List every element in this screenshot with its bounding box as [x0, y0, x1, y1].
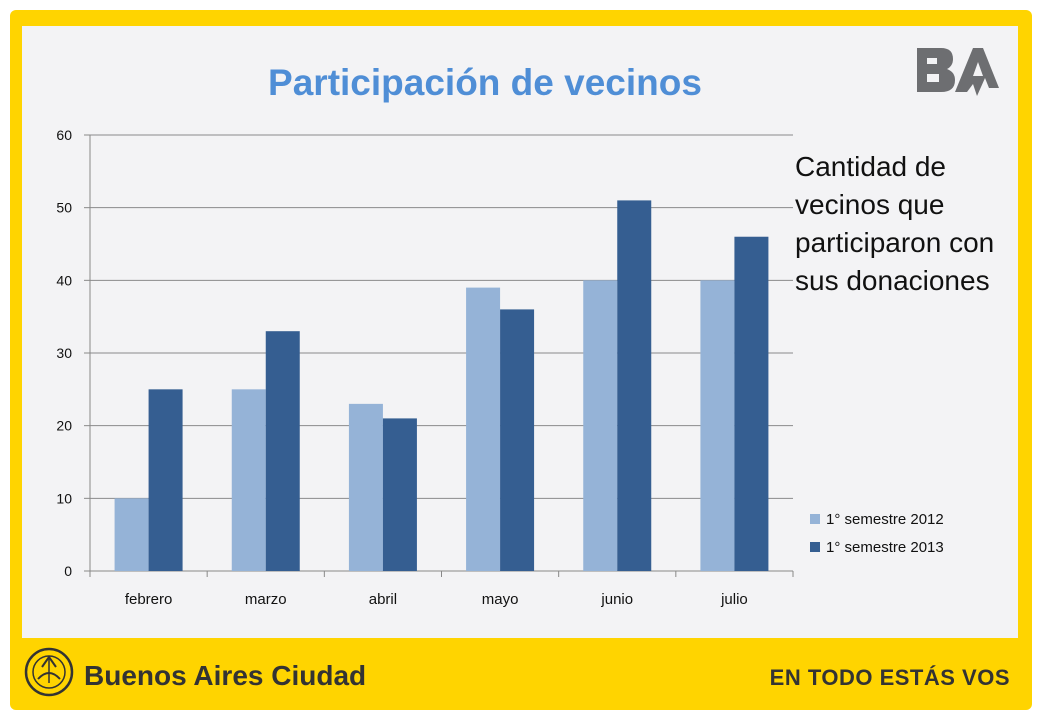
legend-label-2013: 1° semestre 2013: [826, 538, 944, 556]
x-tick-label-febrero: febrero: [125, 591, 173, 608]
city-seal-icon: [24, 647, 74, 697]
x-tick-label-abril: abril: [369, 591, 397, 608]
ba-logo-icon: [917, 48, 999, 96]
y-tick-label: 60: [56, 127, 72, 143]
y-tick-label: 50: [56, 200, 72, 216]
bar-marzo-2013: [265, 331, 300, 571]
x-tick-label-marzo: marzo: [245, 591, 287, 608]
legend-label-2012: 1° semestre 2012: [826, 510, 944, 528]
y-tick-label: 0: [64, 563, 72, 579]
bar-junio-2013: [617, 200, 652, 571]
y-tick-label: 20: [56, 418, 72, 434]
y-tick-label: 30: [56, 345, 72, 361]
bar-abril-2013: [382, 418, 417, 571]
y-tick-label: 40: [56, 272, 72, 288]
bar-febrero-2012: [114, 498, 149, 571]
side-note: Cantidad de vecinos que participaron con…: [795, 151, 995, 296]
x-tick-label-mayo: mayo: [482, 591, 519, 608]
bar-abril-2012: [348, 403, 383, 571]
legend-swatch-2013: [810, 542, 820, 552]
chart-title: Participación de vecinos: [268, 62, 702, 103]
bar-febrero-2013: [148, 389, 183, 571]
bar-mayo-2013: [500, 309, 535, 571]
bar-julio-2013: [734, 236, 769, 571]
x-tick-label-julio: julio: [720, 591, 748, 608]
legend-swatch-2012: [810, 514, 820, 524]
chart-legend: 1° semestre 2012 1° semestre 2013: [810, 508, 944, 564]
legend-item-2013: 1° semestre 2013: [810, 536, 944, 558]
bar-junio-2012: [583, 280, 618, 571]
bar-mayo-2012: [466, 287, 501, 571]
bar-marzo-2012: [231, 389, 266, 571]
bar-julio-2012: [700, 280, 735, 571]
footer-brand: Buenos Aires Ciudad: [84, 660, 367, 691]
footer-slogan: EN TODO ESTÁS VOS: [769, 665, 1010, 690]
legend-item-2012: 1° semestre 2012: [810, 508, 944, 530]
y-tick-label: 10: [56, 490, 72, 506]
x-tick-label-junio: junio: [600, 591, 633, 608]
